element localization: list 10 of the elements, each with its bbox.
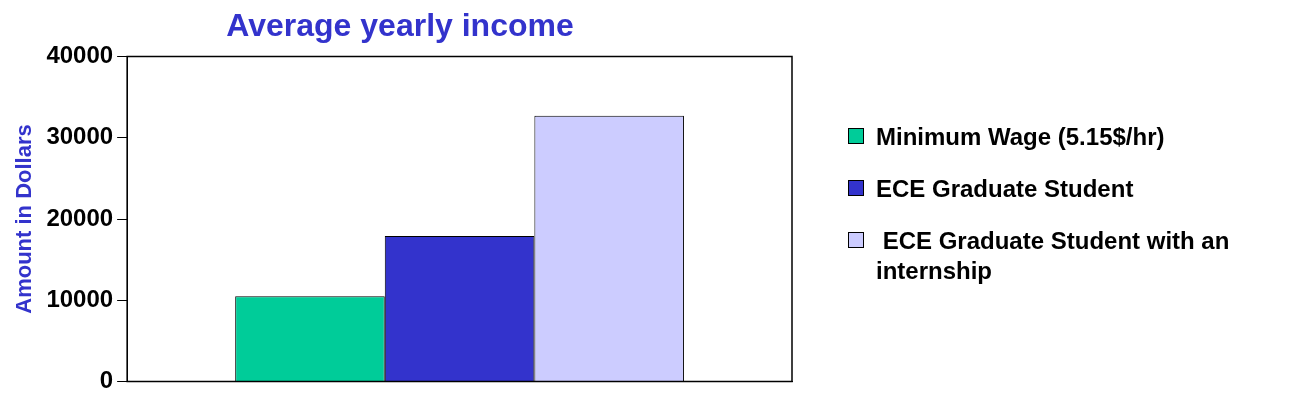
legend-label: ECE Graduate Student with an internship xyxy=(876,226,1231,286)
y-tick-label: 20000 xyxy=(46,203,114,231)
legend-label: ECE Graduate Student xyxy=(876,174,1134,204)
y-tick-label: 10000 xyxy=(46,284,114,312)
y-tick-label: 40000 xyxy=(46,41,114,69)
y-axis-title: Amount in Dollars xyxy=(11,124,37,314)
legend-label: Minimum Wage (5.15$/hr) xyxy=(876,122,1165,152)
y-tick-label: 0 xyxy=(99,366,114,394)
chart-title: Average yearly income xyxy=(226,7,574,44)
y-tick-label: 30000 xyxy=(46,122,114,150)
